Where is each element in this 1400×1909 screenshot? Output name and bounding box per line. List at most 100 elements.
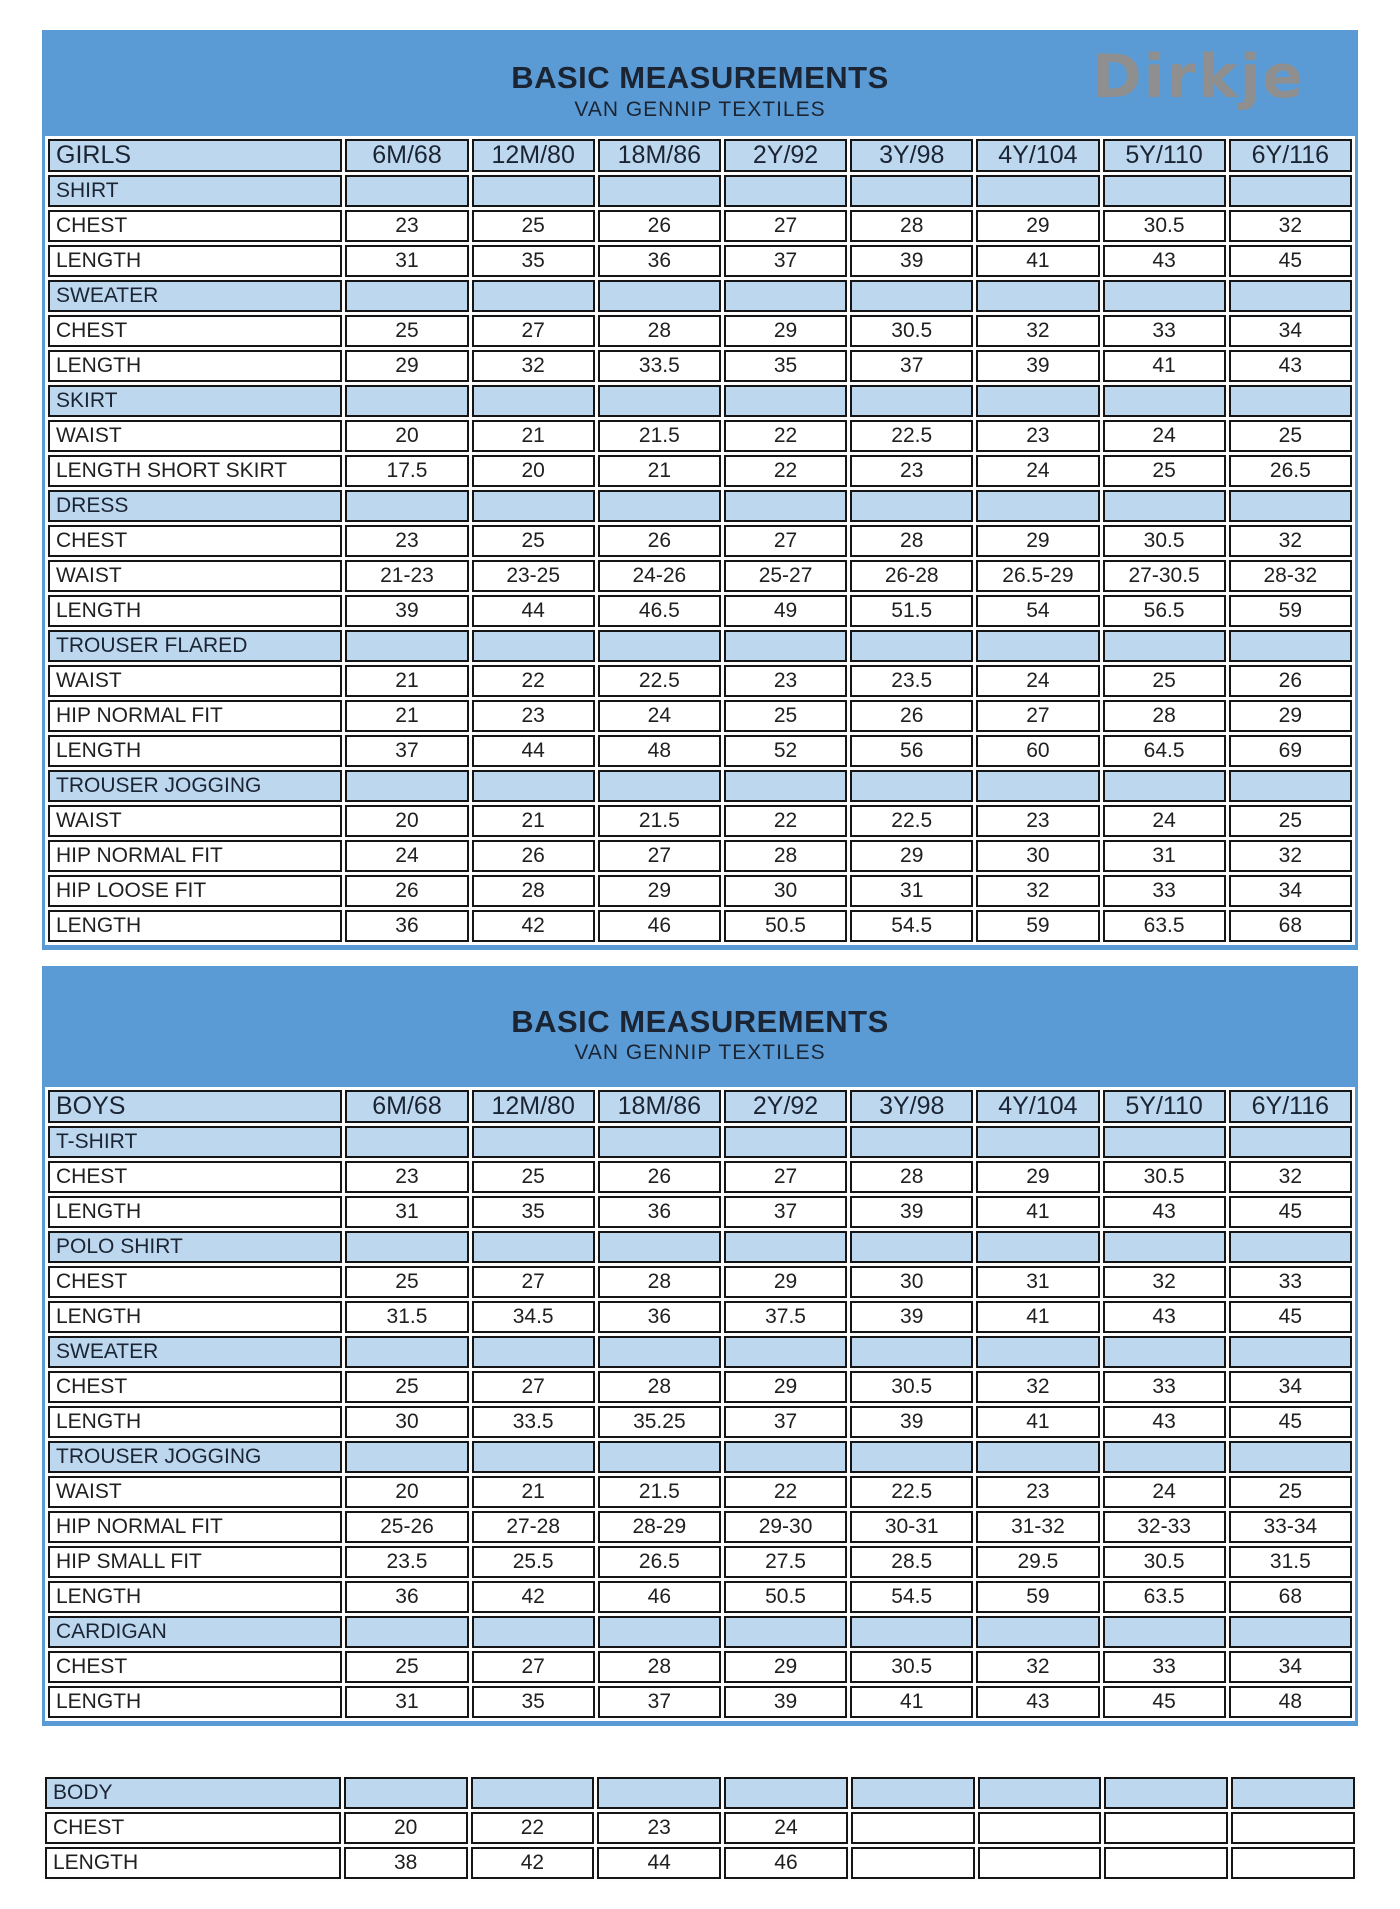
measurement-cell: 63.5 [1102, 909, 1226, 942]
measurement-cell: 30.5 [850, 314, 974, 347]
row-label-cell: LENGTH [48, 594, 343, 627]
measurement-cell: 31 [976, 1266, 1100, 1299]
row-label-cell: BODY [45, 1777, 341, 1810]
column-header-row: BOYS 6M/68 12M/80 18M/86 2Y/92 3Y/98 4Y/104 5Y/… [48, 1090, 1352, 1124]
measurement-cell: 22.5 [850, 419, 974, 452]
data-row-hip-normal-fit: HIP NORMAL FIT 25-26 27-28 28-29 29-30 30-31 3… [48, 1511, 1352, 1544]
row-label-cell: LENGTH [48, 244, 343, 277]
measurement-cell: 32 [976, 874, 1100, 907]
measurement-cell: 25 [345, 1651, 469, 1684]
row-label-cell: CHEST [48, 1371, 343, 1404]
measurement-cell: 21 [345, 699, 469, 732]
measurement-cell: 22 [723, 1476, 848, 1509]
measurement-cell: 48 [597, 734, 721, 767]
measurement-cell: 45 [1102, 1686, 1226, 1719]
measurement-cell: 30.5 [1102, 524, 1226, 557]
table-title-cell: GIRLS [48, 138, 343, 172]
measurement-cell: 23 [976, 419, 1100, 452]
data-row-length: LENGTH 30 33.5 35.25 37 39 41 43 45 [48, 1406, 1352, 1439]
measurement-cell [345, 1231, 469, 1264]
measurement-cell [1228, 489, 1352, 522]
measurement-cell: 22 [471, 664, 595, 697]
measurement-cell [1231, 1847, 1355, 1880]
measurement-cell: 25.5 [471, 1546, 595, 1579]
measurement-cell: 45 [1228, 244, 1352, 277]
measurement-cell: 22 [723, 454, 848, 487]
measurement-cell: 23-25 [471, 559, 595, 592]
measurement-cell: 32 [1228, 209, 1352, 242]
measurement-cell [850, 1126, 974, 1159]
row-label-cell: CHEST [48, 1651, 343, 1684]
data-row-hip-small-fit: HIP SMALL FIT 23.5 25.5 26.5 27.5 28.5 29.5 30.… [48, 1546, 1352, 1579]
data-row-chest: CHEST 25 27 28 29 30 31 32 33 [48, 1266, 1352, 1299]
measurement-cell: 39 [850, 1301, 974, 1334]
measurement-cell: 26 [597, 1161, 721, 1194]
measurement-cell: 20 [471, 454, 595, 487]
section-row-polo-shirt: POLO SHIRT [48, 1231, 1352, 1264]
measurement-cell: 31.5 [1228, 1546, 1352, 1579]
data-row-waist: WAIST 21-23 23-25 24-26 25-27 26-28 26.5-29 27-… [48, 559, 1352, 592]
measurement-cell: 35 [471, 1686, 595, 1719]
measurement-cell [850, 629, 974, 662]
size-header-cell: 6Y/116 [1228, 138, 1352, 172]
row-label-cell: SWEATER [48, 279, 343, 312]
measurement-cell [1228, 1441, 1352, 1474]
data-row-hip-normal-fit: HIP NORMAL FIT 24 26 27 28 29 30 31 32 [48, 839, 1352, 872]
measurement-cell: 28 [723, 839, 848, 872]
measurement-cell: 22.5 [850, 1476, 974, 1509]
measurement-cell: 31.5 [345, 1301, 469, 1334]
measurement-cell: 46 [597, 909, 721, 942]
measurement-cell: 37 [850, 349, 974, 382]
size-header-cell: 3Y/98 [850, 138, 974, 172]
measurement-cell: 24 [597, 699, 721, 732]
data-row-length: LENGTH 38 42 44 46 [45, 1847, 1355, 1880]
boys-panel: BASIC MEASUREMENTS VAN GENNIP TEXTILES B… [42, 965, 1358, 1727]
measurement-cell: 29 [723, 1371, 848, 1404]
measurement-cell: 42 [471, 909, 595, 942]
data-row-chest: CHEST 23 25 26 27 28 29 30.5 32 [48, 209, 1352, 242]
measurement-cell [345, 1126, 469, 1159]
measurement-cell: 64.5 [1102, 734, 1226, 767]
measurement-cell: 35 [723, 349, 848, 382]
measurement-cell: 22 [723, 419, 848, 452]
measurement-cell: 21 [471, 419, 595, 452]
measurement-cell: 41 [1102, 349, 1226, 382]
row-label-cell: CHEST [45, 1812, 341, 1845]
row-label-cell: LENGTH [48, 1406, 343, 1439]
measurement-cell: 25 [345, 314, 469, 347]
measurement-cell [597, 1777, 722, 1810]
measurement-cell [1228, 1126, 1352, 1159]
measurement-cell: 30.5 [1102, 1546, 1226, 1579]
measurement-cell: 28 [471, 874, 595, 907]
measurement-cell: 26.5 [597, 1546, 721, 1579]
body-size-table: BODY CHEST 20 22 23 24 LENGTH 38 42 44 46 [42, 1774, 1358, 1883]
measurement-cell: 36 [597, 244, 721, 277]
measurement-cell [345, 279, 469, 312]
measurement-cell [345, 489, 469, 522]
measurement-cell [471, 174, 595, 207]
measurement-cell: 39 [850, 244, 974, 277]
measurement-cell: 23.5 [850, 664, 974, 697]
measurement-cell: 31 [345, 1196, 469, 1229]
measurement-cell: 26 [1228, 664, 1352, 697]
measurement-cell: 23 [345, 1161, 469, 1194]
measurement-cell: 42 [470, 1847, 595, 1880]
measurement-cell: 54.5 [850, 1581, 974, 1614]
measurement-cell: 21 [471, 1476, 595, 1509]
table-title-cell: BOYS [48, 1090, 343, 1124]
measurement-cell: 34 [1228, 874, 1352, 907]
measurement-cell: 56 [850, 734, 974, 767]
measurement-cell [471, 279, 595, 312]
measurement-cell [597, 1126, 721, 1159]
measurement-cell [1228, 629, 1352, 662]
measurement-cell: 31-32 [976, 1511, 1100, 1544]
measurement-cell: 25 [471, 524, 595, 557]
measurement-cell [1231, 1812, 1355, 1845]
measurement-cell [976, 769, 1100, 802]
measurement-cell [343, 1777, 468, 1810]
measurement-cell: 21 [471, 804, 595, 837]
measurement-cell: 41 [976, 1301, 1100, 1334]
measurement-cell: 33 [1102, 1371, 1226, 1404]
measurement-cell: 23 [471, 699, 595, 732]
measurement-cell [723, 384, 848, 417]
